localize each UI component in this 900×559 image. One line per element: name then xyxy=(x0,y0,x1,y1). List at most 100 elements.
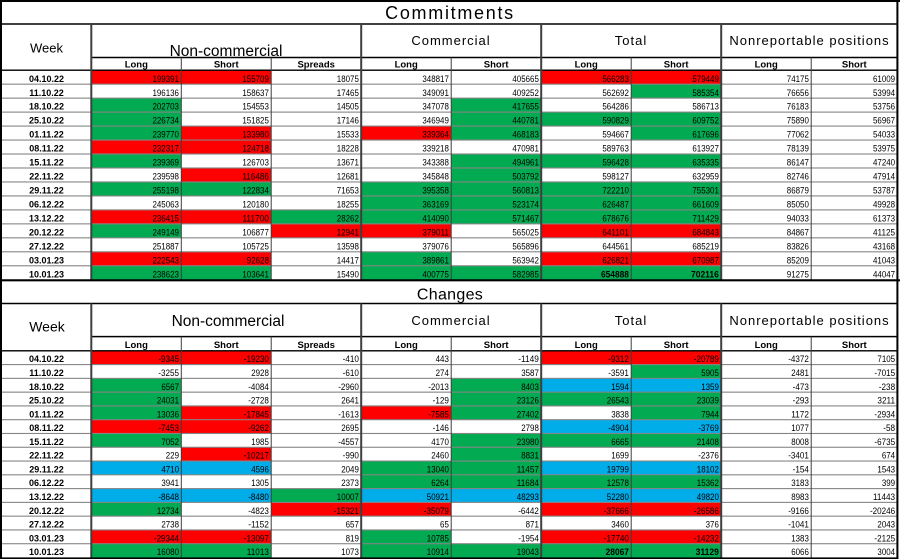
svg-text:-4372: -4372 xyxy=(788,354,809,364)
svg-text:155709: 155709 xyxy=(242,74,269,84)
svg-text:1543: 1543 xyxy=(877,464,895,474)
svg-text:50921: 50921 xyxy=(427,492,449,502)
svg-text:77062: 77062 xyxy=(787,130,809,140)
svg-text:Commitments: Commitments xyxy=(385,3,515,23)
svg-text:15.11.22: 15.11.22 xyxy=(29,437,64,447)
svg-text:11457: 11457 xyxy=(517,464,539,474)
svg-text:566283: 566283 xyxy=(602,74,629,84)
svg-text:-3769: -3769 xyxy=(698,423,719,433)
svg-text:Changes: Changes xyxy=(417,287,483,304)
svg-text:Long: Long xyxy=(575,59,598,70)
svg-text:12734: 12734 xyxy=(157,506,179,516)
svg-text:-26586: -26586 xyxy=(694,506,719,516)
svg-text:222543: 222543 xyxy=(152,255,179,265)
svg-text:Long: Long xyxy=(125,59,148,70)
svg-text:239369: 239369 xyxy=(152,158,179,168)
svg-text:-9345: -9345 xyxy=(158,354,179,364)
svg-text:82746: 82746 xyxy=(787,172,809,182)
svg-text:1594: 1594 xyxy=(611,382,629,392)
svg-text:6066: 6066 xyxy=(791,547,809,557)
svg-text:76656: 76656 xyxy=(787,88,809,98)
svg-text:1985: 1985 xyxy=(251,437,269,447)
svg-text:Short: Short xyxy=(842,340,868,351)
svg-text:Short: Short xyxy=(842,59,868,70)
svg-text:-4557: -4557 xyxy=(338,437,359,447)
svg-text:13.12.22: 13.12.22 xyxy=(29,214,64,224)
svg-text:Commercial: Commercial xyxy=(411,33,490,48)
svg-text:349091: 349091 xyxy=(422,88,449,98)
svg-text:613927: 613927 xyxy=(692,144,719,154)
svg-text:339364: 339364 xyxy=(422,130,449,140)
svg-text:2373: 2373 xyxy=(341,478,359,488)
svg-text:2928: 2928 xyxy=(251,368,269,378)
svg-text:249149: 249149 xyxy=(152,227,179,237)
svg-text:-6735: -6735 xyxy=(874,437,895,447)
svg-text:06.12.22: 06.12.22 xyxy=(29,478,64,488)
svg-text:-7453: -7453 xyxy=(158,423,179,433)
svg-text:251887: 251887 xyxy=(152,241,179,251)
svg-text:405665: 405665 xyxy=(512,74,539,84)
svg-text:13036: 13036 xyxy=(157,409,179,419)
svg-text:8831: 8831 xyxy=(521,451,539,461)
svg-text:21408: 21408 xyxy=(697,437,719,447)
svg-text:343388: 343388 xyxy=(422,158,449,168)
svg-text:116486: 116486 xyxy=(242,172,269,182)
svg-text:503792: 503792 xyxy=(512,172,539,182)
svg-text:01.11.22: 01.11.22 xyxy=(29,130,64,140)
svg-text:17465: 17465 xyxy=(337,88,359,98)
svg-text:1359: 1359 xyxy=(701,382,719,392)
svg-text:65: 65 xyxy=(440,520,449,530)
svg-text:-1149: -1149 xyxy=(518,354,539,364)
svg-text:-19230: -19230 xyxy=(244,354,269,364)
svg-text:12578: 12578 xyxy=(607,478,629,488)
svg-text:-2376: -2376 xyxy=(698,451,719,461)
svg-text:22.11.22: 22.11.22 xyxy=(29,172,64,182)
svg-text:13598: 13598 xyxy=(337,241,359,251)
svg-text:590829: 590829 xyxy=(602,116,629,126)
svg-text:Total: Total xyxy=(615,33,647,48)
svg-text:15490: 15490 xyxy=(337,269,359,279)
svg-text:52280: 52280 xyxy=(607,492,629,502)
svg-text:-610: -610 xyxy=(343,368,359,378)
svg-text:400775: 400775 xyxy=(422,269,449,279)
svg-text:685219: 685219 xyxy=(692,241,719,251)
svg-text:23980: 23980 xyxy=(517,437,539,447)
svg-text:3838: 3838 xyxy=(611,409,629,419)
svg-text:238623: 238623 xyxy=(152,269,179,279)
svg-text:654888: 654888 xyxy=(601,269,629,279)
svg-text:376: 376 xyxy=(706,520,719,530)
svg-text:226734: 226734 xyxy=(152,116,179,126)
svg-text:-4084: -4084 xyxy=(248,382,269,392)
svg-text:598127: 598127 xyxy=(602,172,629,182)
svg-text:86147: 86147 xyxy=(787,158,809,168)
svg-text:Non-commercial: Non-commercial xyxy=(170,43,283,60)
svg-text:04.10.22: 04.10.22 xyxy=(29,74,64,84)
svg-text:Nonreportable positions: Nonreportable positions xyxy=(729,313,889,328)
svg-text:684843: 684843 xyxy=(692,227,719,237)
svg-text:232317: 232317 xyxy=(152,144,179,154)
svg-text:670987: 670987 xyxy=(692,255,719,265)
svg-text:562692: 562692 xyxy=(602,88,629,98)
svg-text:151825: 151825 xyxy=(242,116,269,126)
svg-text:-154: -154 xyxy=(793,464,809,474)
svg-text:-1954: -1954 xyxy=(518,533,539,543)
svg-text:Commercial: Commercial xyxy=(411,313,490,328)
svg-text:28262: 28262 xyxy=(337,214,359,224)
svg-text:-1041: -1041 xyxy=(788,520,809,530)
svg-text:414090: 414090 xyxy=(422,214,449,224)
svg-text:7105: 7105 xyxy=(877,354,895,364)
svg-text:27.12.22: 27.12.22 xyxy=(29,241,64,251)
svg-text:440781: 440781 xyxy=(512,116,539,126)
svg-text:239770: 239770 xyxy=(152,130,179,140)
svg-text:08.11.22: 08.11.22 xyxy=(29,423,64,433)
svg-text:11013: 11013 xyxy=(247,547,269,557)
svg-text:120180: 120180 xyxy=(242,200,269,210)
svg-text:2641: 2641 xyxy=(341,396,359,406)
svg-text:1172: 1172 xyxy=(791,409,809,419)
svg-text:18075: 18075 xyxy=(337,74,359,84)
svg-text:644561: 644561 xyxy=(602,241,629,251)
svg-text:-8648: -8648 xyxy=(158,492,179,502)
svg-text:19043: 19043 xyxy=(517,547,539,557)
svg-text:1305: 1305 xyxy=(251,478,269,488)
svg-text:04.10.22: 04.10.22 xyxy=(29,354,64,364)
